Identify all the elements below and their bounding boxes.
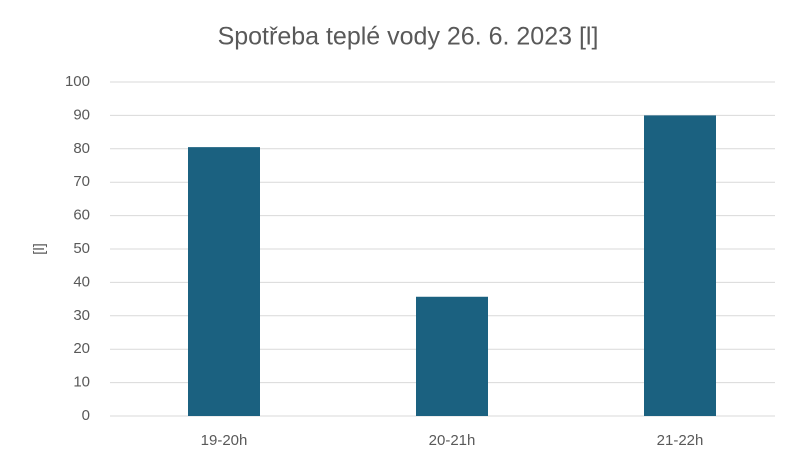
y-tick-label: 70 (73, 173, 90, 190)
x-tick-label: 19-20h (201, 432, 248, 449)
y-tick-label: 90 (73, 106, 90, 123)
y-tick-label: 20 (73, 340, 90, 357)
bar (188, 147, 260, 416)
y-tick-label: 40 (73, 273, 90, 290)
y-tick-label: 100 (65, 73, 90, 90)
y-tick-label: 30 (73, 307, 90, 324)
y-axis-label: [l] (31, 243, 48, 255)
y-tick-label: 10 (73, 374, 90, 391)
y-tick-label: 60 (73, 207, 90, 224)
y-tick-label: 0 (82, 407, 90, 424)
y-tick-label: 50 (73, 240, 90, 257)
bar (644, 115, 716, 417)
x-tick-label: 21-22h (657, 432, 704, 449)
chart-title: Spotřeba teplé vody 26. 6. 2023 [l] (218, 23, 599, 51)
x-tick-label: 20-21h (429, 432, 476, 449)
bar (416, 296, 488, 416)
y-tick-label: 80 (73, 140, 90, 157)
